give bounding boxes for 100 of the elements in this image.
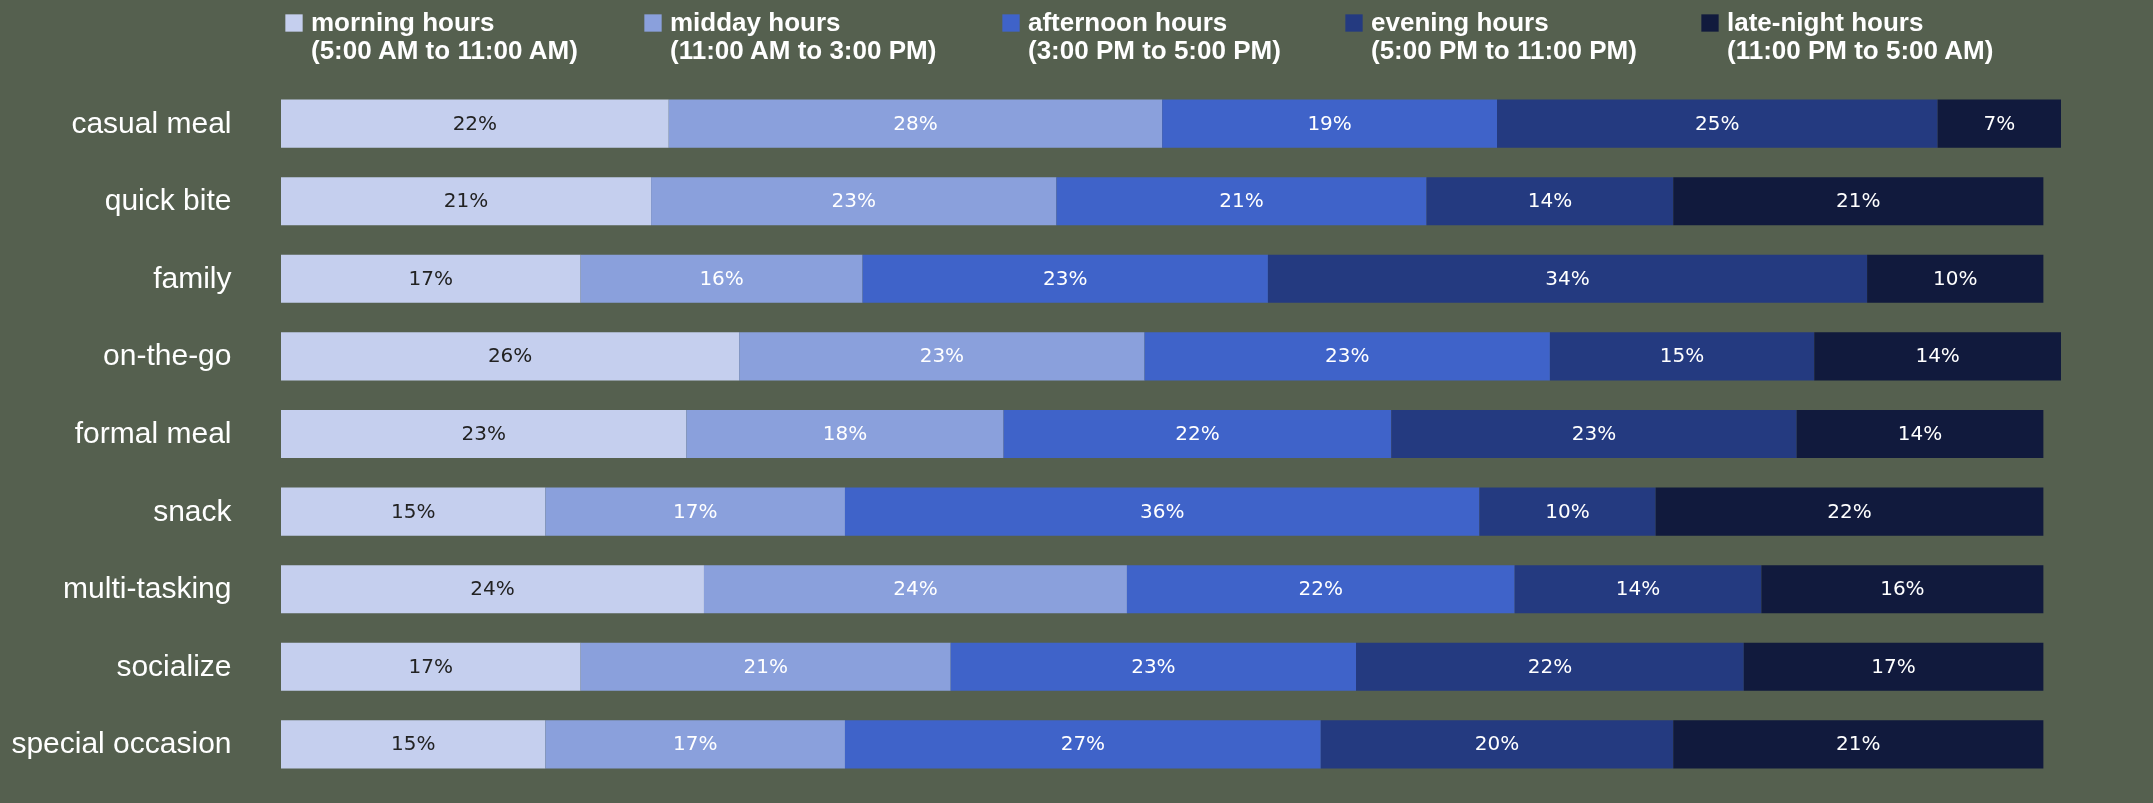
data-label: 17% — [408, 265, 454, 290]
y-tick-label: formal meal — [74, 416, 232, 449]
bar — [281, 254, 581, 303]
y-tick-label: family — [153, 260, 232, 294]
y-tick-label: casual meal — [71, 105, 232, 139]
data-label: 18% — [822, 421, 868, 445]
bar — [281, 720, 546, 769]
bar — [1814, 332, 2061, 381]
data-label: 16% — [699, 265, 744, 290]
bar — [950, 642, 1357, 691]
data-label: 21% — [443, 188, 489, 213]
data-label: 19% — [1307, 110, 1352, 135]
data-label: 14% — [1615, 576, 1661, 601]
data-label: 24% — [893, 576, 938, 601]
bar — [281, 642, 581, 691]
bar — [1497, 99, 1938, 148]
data-label: 36% — [1139, 498, 1185, 523]
bar — [1549, 332, 1815, 381]
data-label: 15% — [390, 731, 436, 756]
bar — [1673, 177, 2044, 226]
bar — [281, 99, 669, 148]
bar — [281, 565, 704, 614]
data-label: 23% — [1571, 421, 1617, 445]
y-tick-label: quick bite — [104, 183, 232, 217]
data-label: 17% — [1871, 653, 1916, 678]
bar — [1356, 642, 1744, 691]
bar — [545, 487, 845, 536]
data-label: 22% — [1827, 498, 1872, 523]
bar — [1796, 409, 2044, 459]
data-label: 22% — [1175, 421, 1220, 445]
data-label: 21% — [1219, 188, 1264, 213]
data-label: 28% — [893, 110, 938, 135]
y-tick-label: snack — [153, 493, 233, 527]
data-label: 21% — [1836, 731, 1881, 756]
bar — [1391, 409, 1797, 459]
bar — [281, 177, 652, 226]
data-label: 15% — [390, 498, 436, 523]
bar — [1426, 177, 1674, 226]
data-label: 14% — [1527, 188, 1573, 213]
legend-label: afternoon hours (3:00 PM to 5:00 PM) — [1028, 7, 1281, 65]
data-label: 23% — [831, 188, 876, 213]
bar — [739, 332, 1145, 381]
bar — [668, 99, 1163, 148]
data-label: 23% — [919, 343, 965, 368]
data-label: 24% — [470, 576, 515, 601]
legend-label: late-night hours (11:00 PM to 5:00 AM) — [1727, 7, 1994, 65]
bar — [1867, 254, 2044, 303]
bar — [281, 409, 687, 459]
data-label: 7% — [1983, 110, 2016, 135]
data-label: 20% — [1474, 731, 1520, 756]
data-label: 23% — [461, 421, 506, 445]
data-label: 27% — [1060, 731, 1106, 756]
data-label: 14% — [1915, 343, 1960, 368]
bar — [580, 642, 951, 691]
data-label: 14% — [1897, 421, 1943, 445]
bar — [1267, 254, 1868, 303]
bar — [703, 565, 1127, 614]
y-tick-label: special occasion — [11, 726, 232, 760]
data-label: 34% — [1545, 265, 1590, 290]
bar — [1937, 99, 2061, 148]
bar — [686, 409, 1004, 459]
data-label: 17% — [672, 498, 718, 523]
y-tick-label: on-the-go — [103, 338, 232, 372]
y-tick-label: multi-tasking — [63, 571, 232, 605]
bar — [1761, 565, 2044, 614]
bar — [651, 177, 1057, 226]
data-label: 21% — [1836, 188, 1881, 213]
bar — [1126, 565, 1515, 614]
data-label: 23% — [1043, 265, 1088, 290]
data-label: 15% — [1659, 343, 1705, 368]
data-label: 17% — [672, 731, 718, 756]
data-label: 25% — [1695, 110, 1740, 135]
bar — [1673, 720, 2044, 769]
data-label: 23% — [1325, 343, 1370, 368]
bar — [1320, 720, 1674, 769]
data-label: 21% — [743, 653, 788, 678]
bar — [1144, 332, 1550, 381]
bar — [281, 487, 546, 536]
legend-label: morning hours (5:00 AM to 11:00 AM) — [311, 7, 578, 65]
bar — [281, 332, 740, 381]
bar — [844, 487, 1480, 536]
data-label: 23% — [1131, 653, 1176, 678]
bar — [844, 720, 1321, 769]
data-label: 22% — [452, 110, 498, 135]
bar — [1743, 642, 2044, 691]
bar — [545, 720, 845, 769]
data-label: 22% — [1527, 653, 1573, 678]
legend-label: midday hours (11:00 AM to 3:00 PM) — [670, 7, 937, 65]
data-label: 26% — [487, 343, 533, 368]
bar — [862, 254, 1268, 303]
data-label: 17% — [408, 653, 454, 678]
bar — [1056, 177, 1427, 226]
y-tick-label: socialize — [116, 648, 232, 682]
data-label: 10% — [1545, 498, 1590, 523]
legend-label: evening hours (5:00 PM to 11:00 PM) — [1371, 7, 1637, 65]
bar — [1655, 487, 2044, 536]
bar — [1003, 409, 1392, 459]
data-label: 22% — [1298, 576, 1344, 601]
bar — [1162, 99, 1498, 148]
bar — [1479, 487, 1656, 536]
